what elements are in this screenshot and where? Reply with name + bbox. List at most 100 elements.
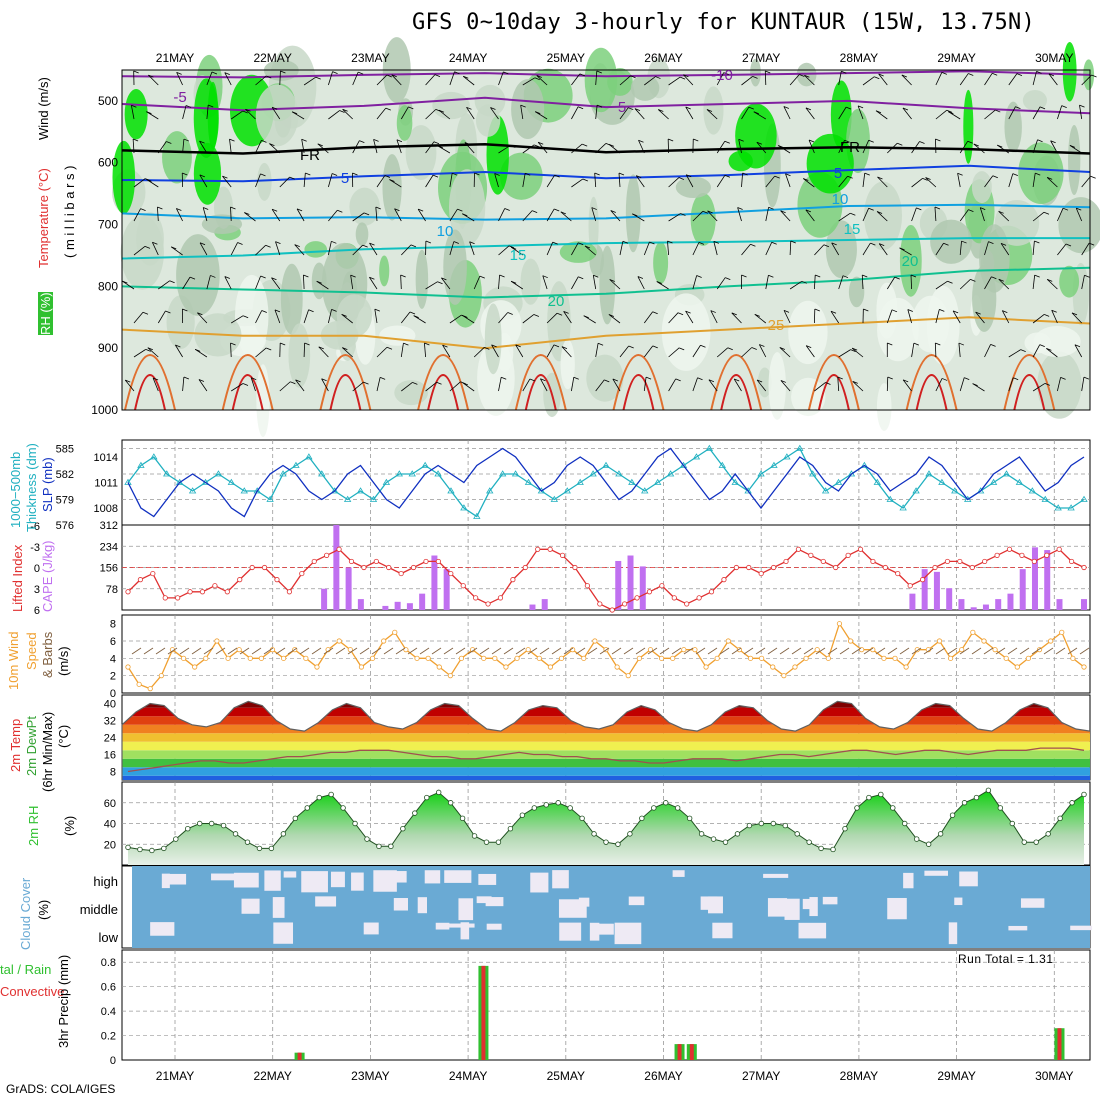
wind-barb	[887, 342, 893, 346]
wind-barb	[152, 241, 158, 245]
wind-barb	[536, 75, 548, 86]
wind-barb	[533, 314, 540, 317]
thickness-slp-panel	[121, 439, 1091, 526]
wind-barb	[998, 278, 1010, 290]
wind-barb	[503, 71, 509, 75]
wind-barb	[498, 377, 502, 392]
temp-tick: 8	[110, 767, 116, 779]
wind-barb	[515, 344, 521, 348]
wind-barb	[1069, 145, 1076, 148]
wind-barb	[1051, 310, 1058, 324]
surface-temp-loop	[221, 354, 274, 411]
lifted-index-label: Lifted Index	[10, 544, 25, 612]
wind-speed-series-point	[369, 655, 376, 661]
wind-barb	[901, 74, 912, 86]
wind-barb	[396, 139, 403, 143]
temp-band	[122, 767, 1090, 776]
wind-barb	[959, 279, 971, 290]
wind-barb	[779, 347, 791, 358]
slp-tick: 1008	[94, 503, 118, 515]
wind-barb	[768, 206, 774, 210]
wind-barb	[759, 344, 767, 358]
wind-barb	[199, 140, 208, 154]
wind-barb	[408, 106, 414, 110]
wind-barb	[463, 75, 469, 79]
cloud-gap	[417, 897, 427, 914]
lifted-index-series-point	[609, 607, 615, 613]
lifted-index-series-point	[733, 564, 739, 571]
wind-barb	[266, 347, 272, 351]
wind10-barb	[527, 647, 538, 655]
cloud-gap	[959, 871, 978, 887]
wind-barb	[271, 107, 281, 120]
cape-bar	[443, 569, 450, 610]
wind-barb	[823, 244, 830, 248]
wind-barb	[222, 175, 228, 179]
wind-barb	[680, 213, 686, 216]
wind-speed-series-point	[981, 638, 987, 644]
thickness-series-point	[266, 495, 274, 502]
wind-barb	[436, 381, 442, 385]
wind-speed-series-point	[158, 673, 164, 679]
wind-barb	[998, 278, 1004, 282]
wind-barb	[716, 141, 726, 154]
wind-speed-series-point	[381, 638, 387, 644]
thickness-unit-label: Thickness (dm)	[24, 443, 39, 532]
wind-barb	[698, 242, 705, 245]
lifted-index-series-point	[684, 601, 690, 607]
wind-barb	[1032, 383, 1046, 392]
wind-barb	[862, 173, 866, 188]
wind-barb	[175, 344, 183, 358]
cape-bar	[958, 599, 965, 610]
wind-barb	[432, 174, 439, 178]
wind-barb	[274, 309, 281, 313]
rh-patch	[379, 255, 390, 287]
wind-barb	[948, 111, 954, 114]
wind-barb	[522, 314, 535, 324]
wind-barb	[1091, 74, 1097, 78]
wind-barb	[851, 347, 864, 358]
wind-barb	[305, 172, 311, 176]
wind-speed-series-point	[781, 673, 787, 679]
wind-barb	[783, 106, 790, 109]
t2m-label: 2m Temp	[8, 718, 23, 772]
wind-barb	[713, 241, 718, 256]
rh-point	[196, 820, 203, 827]
wind-barb	[696, 275, 702, 278]
cloud-gap	[700, 896, 718, 910]
date-label-bottom: 30MAY	[1035, 1069, 1073, 1083]
wind-barb	[742, 172, 748, 176]
wind-barb	[830, 311, 840, 324]
temperature-contour--10	[121, 70, 1091, 79]
wind-barb	[988, 241, 994, 244]
wind-barb	[692, 345, 701, 358]
wind10-barb	[491, 647, 502, 655]
date-label-top: 29MAY	[937, 51, 975, 65]
thickness-series-point	[382, 478, 391, 485]
wind10-barb	[899, 647, 910, 655]
wind10-barb	[503, 647, 514, 655]
wind-barb	[152, 242, 159, 256]
wind-barb	[157, 141, 167, 154]
cape-tick: 312	[100, 520, 118, 532]
wind-barb	[608, 144, 621, 154]
dewpoint-series	[127, 747, 1085, 773]
wind-barb	[522, 378, 531, 392]
wind-barb	[413, 315, 426, 324]
wind-barb	[291, 111, 298, 115]
rh-patch	[899, 225, 922, 297]
date-label-top: 30MAY	[1035, 51, 1073, 65]
wind10-barb	[1019, 647, 1030, 655]
lifted-index-series-point	[547, 546, 553, 552]
wind-barb	[910, 274, 912, 290]
wind-barb	[756, 141, 763, 145]
rh-point	[543, 802, 549, 808]
wind-barb	[591, 207, 597, 210]
wind-barb	[146, 179, 159, 188]
cloud-gap	[301, 871, 328, 893]
wind10-barb	[539, 647, 550, 655]
wind-barb	[391, 74, 402, 86]
temp-band	[122, 750, 1090, 759]
wind-barb	[595, 105, 598, 120]
lifted-index-series-point	[584, 583, 590, 589]
